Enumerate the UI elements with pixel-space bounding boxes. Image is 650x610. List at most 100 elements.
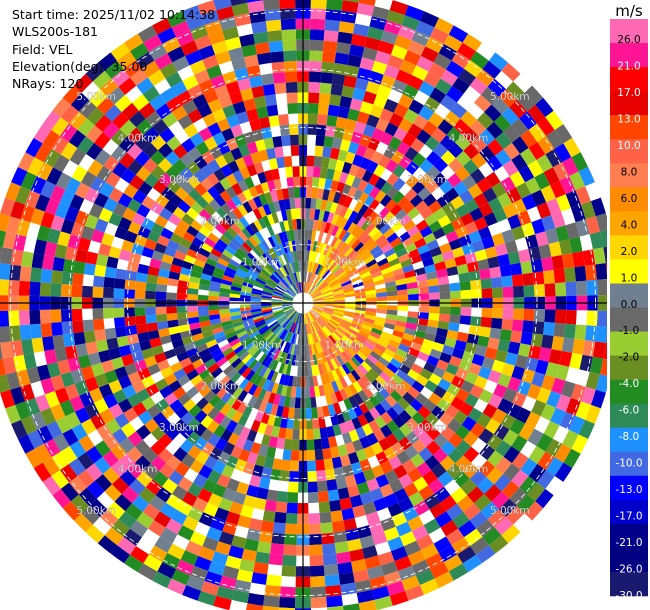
- velocity-gate: [244, 341, 255, 351]
- velocity-gate: [455, 455, 471, 471]
- velocity-gate: [316, 470, 327, 482]
- velocity-gate: [307, 124, 317, 135]
- velocity-gate: [186, 575, 205, 591]
- velocity-gate: [283, 319, 292, 329]
- velocity-gate: [380, 561, 398, 576]
- velocity-gate: [310, 251, 316, 262]
- velocity-gate: [349, 548, 365, 562]
- velocity-gate: [298, 323, 302, 335]
- velocity-gate: [433, 536, 452, 553]
- velocity-gate: [207, 186, 220, 199]
- velocity-gate: [347, 484, 360, 498]
- velocity-gate: [330, 249, 339, 260]
- colorbar-tick-label: -21.0: [615, 537, 642, 549]
- velocity-gate: [261, 297, 272, 301]
- velocity-gate: [416, 534, 434, 551]
- velocity-gate: [300, 324, 303, 335]
- velocity-gate: [67, 357, 81, 372]
- velocity-gate: [390, 546, 408, 562]
- velocity-gate: [268, 261, 278, 271]
- velocity-gate: [569, 352, 583, 370]
- field-label: Field: VEL: [12, 41, 73, 57]
- velocity-gate: [218, 531, 235, 546]
- velocity-gate: [222, 230, 235, 242]
- velocity-gate: [186, 431, 201, 445]
- velocity-gate: [309, 60, 322, 73]
- velocity-gate: [351, 176, 362, 189]
- velocity-gate: [456, 331, 469, 343]
- velocity-gate: [293, 418, 300, 430]
- velocity-gate: [253, 497, 267, 511]
- velocity-gate: [161, 405, 175, 420]
- velocity-gate: [509, 100, 528, 119]
- velocity-gate: [456, 263, 469, 275]
- velocity-gate: [336, 240, 345, 251]
- velocity-gate: [323, 298, 335, 302]
- velocity-gate: [535, 359, 549, 375]
- range-ring-label: 2.00km: [200, 381, 240, 393]
- velocity-gate: [93, 398, 109, 414]
- velocity-gate: [240, 291, 252, 297]
- velocity-gate: [229, 501, 244, 515]
- velocity-gate: [428, 392, 442, 406]
- velocity-gate: [190, 201, 204, 215]
- velocity-gate: [270, 468, 281, 481]
- velocity-gate: [282, 296, 294, 300]
- velocity-gate: [466, 261, 479, 273]
- velocity-gate: [89, 89, 108, 108]
- velocity-gate: [480, 501, 499, 520]
- velocity-gate: [374, 415, 387, 429]
- velocity-gate: [328, 277, 338, 286]
- velocity-gate: [323, 297, 335, 301]
- velocity-gate: [222, 150, 235, 165]
- velocity-gate: [412, 152, 427, 167]
- velocity-gate: [240, 294, 251, 299]
- velocity-gate: [415, 392, 429, 406]
- velocity-gate: [353, 258, 364, 268]
- velocity-gate: [321, 532, 335, 545]
- velocity-gate: [159, 261, 172, 271]
- velocity-gate: [262, 310, 273, 315]
- velocity-gate: [186, 386, 199, 399]
- velocity-gate: [405, 276, 417, 284]
- velocity-gate: [334, 227, 344, 239]
- velocity-gate: [106, 256, 119, 269]
- velocity-gate: [103, 276, 116, 289]
- colorbar-segment: [610, 571, 648, 597]
- velocity-gate: [244, 54, 259, 68]
- velocity-gate: [174, 250, 187, 261]
- velocity-gate: [330, 358, 339, 370]
- velocity-gate: [309, 533, 322, 546]
- velocity-gate: [60, 142, 78, 160]
- velocity-gate: [282, 341, 289, 353]
- velocity-gate: [40, 407, 56, 426]
- velocity-gate: [114, 413, 130, 429]
- velocity-gate: [386, 309, 398, 316]
- velocity-gate: [520, 147, 537, 166]
- velocity-gate: [565, 190, 581, 209]
- velocity-gate: [125, 270, 138, 281]
- velocity-gate: [200, 273, 213, 281]
- velocity-gate: [202, 267, 214, 277]
- velocity-gate: [356, 378, 368, 390]
- velocity-gate: [276, 490, 289, 503]
- velocity-gate: [196, 343, 208, 353]
- velocity-gate: [434, 486, 451, 503]
- velocity-gate: [276, 383, 284, 396]
- velocity-gate: [180, 411, 195, 426]
- velocity-gate: [493, 383, 508, 399]
- velocity-gate: [256, 487, 269, 500]
- velocity-gate: [322, 311, 333, 317]
- velocity-gate: [42, 476, 61, 496]
- velocity-gate: [312, 240, 318, 252]
- velocity-gate: [201, 441, 215, 456]
- velocity-gate: [410, 341, 423, 352]
- velocity-gate: [222, 364, 235, 376]
- velocity-gate: [259, 341, 269, 351]
- velocity-gate: [355, 166, 367, 180]
- velocity-gate: [341, 337, 351, 347]
- velocity-gate: [363, 255, 375, 265]
- velocity-gate: [239, 426, 251, 440]
- velocity-gate: [418, 485, 435, 501]
- velocity-gate: [237, 389, 248, 402]
